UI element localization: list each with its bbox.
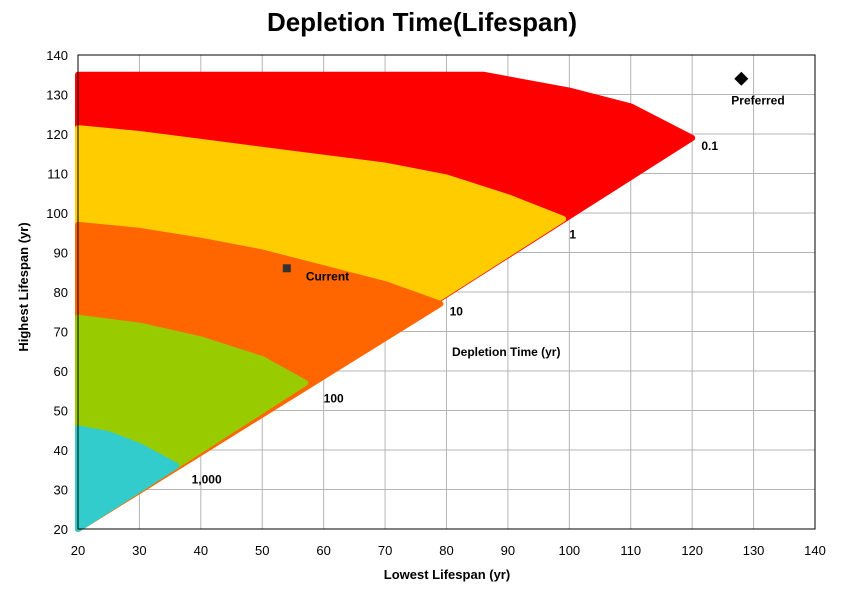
preferred-marker [734, 71, 749, 86]
contour-label: 1,000 [192, 473, 222, 487]
current-marker [282, 264, 291, 273]
band-1-000 [75, 425, 180, 532]
tick-labels: 20 30 40 50 60 70 80 90 100 110 120 130 140203040506… [46, 48, 826, 558]
y-axis-title: Highest Lifespan (yr) [16, 222, 31, 351]
current-label: Current [306, 269, 349, 283]
y-tick-label: 130 [46, 88, 68, 103]
contour-label: 1 [569, 228, 576, 242]
y-tick-label: 90 [54, 246, 68, 261]
x-tick-label: 120 [681, 543, 703, 558]
plot-frame [77, 54, 816, 530]
preferred-label: Preferred [731, 94, 784, 108]
markers: Current Preferred [282, 71, 785, 283]
x-axis-title: Lowest Lifespan (yr) [384, 567, 510, 582]
x-tick-label: 80 [439, 543, 453, 558]
x-tick-label: 100 [558, 543, 580, 558]
y-tick-label: 30 [54, 483, 68, 498]
x-tick-label: 40 [194, 543, 208, 558]
x-tick-label: 20 [71, 543, 85, 558]
contour-label: 100 [324, 392, 344, 406]
x-tick-label: 50 [255, 543, 269, 558]
x-tick-label: 30 [132, 543, 146, 558]
y-tick-label: 100 [46, 206, 68, 221]
legend-title: Depletion Time (yr) [452, 345, 560, 359]
chart-title: Depletion Time(Lifespan) [267, 7, 577, 37]
y-tick-label: 140 [46, 48, 68, 63]
y-tick-label: 110 [47, 167, 68, 182]
y-tick-label: 120 [46, 127, 68, 142]
x-tick-label: 130 [743, 543, 765, 558]
y-tick-label: 50 [54, 404, 68, 419]
contour-label: 10 [450, 305, 464, 319]
x-tick-label: 140 [804, 543, 826, 558]
depletion-bands [75, 71, 696, 532]
y-tick-label: 70 [54, 325, 68, 340]
x-tick-label: 70 [378, 543, 392, 558]
y-tick-label: 80 [54, 285, 68, 300]
x-tick-label: 60 [316, 543, 330, 558]
contour-labels: 0.1 1 10 100 1,000 [192, 139, 719, 487]
x-tick-label: 90 [501, 543, 515, 558]
contour-label: 0.1 [701, 139, 718, 153]
y-tick-label: 20 [54, 522, 68, 537]
x-tick-label: 110 [620, 543, 641, 558]
y-tick-label: 60 [54, 364, 68, 379]
y-tick-label: 40 [54, 443, 68, 458]
